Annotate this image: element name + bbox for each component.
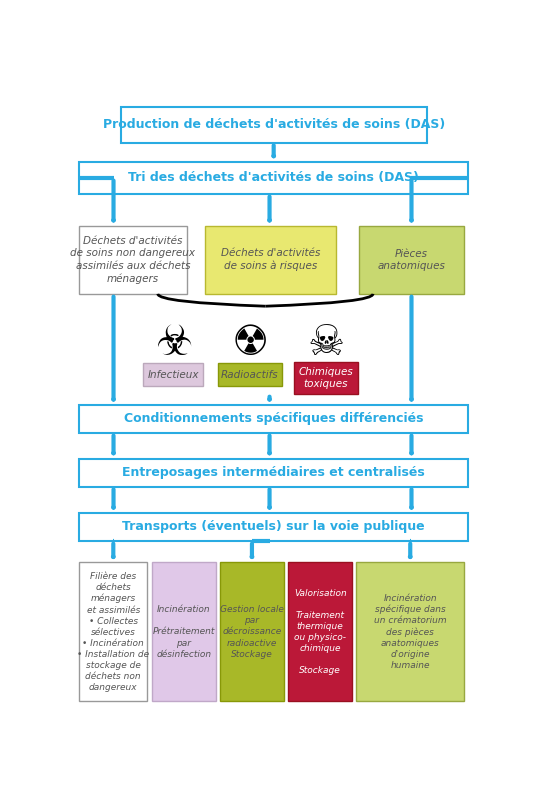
Text: Pièces
anatomiques: Pièces anatomiques xyxy=(378,249,445,271)
FancyBboxPatch shape xyxy=(79,162,468,194)
Text: ☠: ☠ xyxy=(307,322,344,364)
Text: Radioactifs: Radioactifs xyxy=(221,370,279,380)
FancyBboxPatch shape xyxy=(218,363,282,387)
FancyBboxPatch shape xyxy=(79,405,468,433)
Text: Conditionnements spécifiques différenciés: Conditionnements spécifiques différencié… xyxy=(124,412,423,425)
Text: Déchets d'activités
de soins non dangereux
assimilés aux déchets
ménagers: Déchets d'activités de soins non dangere… xyxy=(70,236,195,284)
Text: Incinération

Prétraitement
par
désinfection: Incinération Prétraitement par désinfect… xyxy=(153,606,215,658)
FancyBboxPatch shape xyxy=(294,362,358,394)
FancyBboxPatch shape xyxy=(79,226,187,294)
FancyBboxPatch shape xyxy=(358,226,464,294)
Text: Production de déchets d'activités de soins (DAS): Production de déchets d'activités de soi… xyxy=(103,118,445,132)
FancyBboxPatch shape xyxy=(121,107,427,143)
FancyBboxPatch shape xyxy=(79,459,468,487)
FancyBboxPatch shape xyxy=(79,562,147,702)
FancyBboxPatch shape xyxy=(288,562,352,702)
FancyBboxPatch shape xyxy=(220,562,284,702)
FancyBboxPatch shape xyxy=(357,562,464,702)
Text: Entreposages intermédiaires et centralisés: Entreposages intermédiaires et centralis… xyxy=(122,466,425,479)
Text: Chimiques
toxiques: Chimiques toxiques xyxy=(298,367,353,389)
Text: Déchets d'activités
de soins à risques: Déchets d'activités de soins à risques xyxy=(221,249,320,271)
FancyBboxPatch shape xyxy=(143,363,203,387)
Text: Valorisation

Traitement
thermique
ou physico-
chimique

Stockage: Valorisation Traitement thermique ou phy… xyxy=(294,589,347,675)
FancyBboxPatch shape xyxy=(152,562,216,702)
Text: Incinération
spécifique dans
un crématorium
des pièces
anatomiques
d'origine
hum: Incinération spécifique dans un crémator… xyxy=(374,593,446,670)
Text: Infectieux: Infectieux xyxy=(147,370,199,380)
Text: Tri des déchets d'activités de soins (DAS): Tri des déchets d'activités de soins (DA… xyxy=(128,172,419,184)
FancyBboxPatch shape xyxy=(206,226,336,294)
Text: Gestion locale
par
décroissance
radioactive
Stockage: Gestion locale par décroissance radioact… xyxy=(220,606,284,658)
FancyBboxPatch shape xyxy=(79,513,468,541)
Text: Filière des
déchets
ménagers
et assimilés
• Collectes
sélectives
• Incinération
: Filière des déchets ménagers et assimilé… xyxy=(77,572,150,692)
Text: Transports (éventuels) sur la voie publique: Transports (éventuels) sur la voie publi… xyxy=(122,520,425,533)
Text: ☢: ☢ xyxy=(231,322,269,364)
Text: ☣: ☣ xyxy=(155,322,192,364)
